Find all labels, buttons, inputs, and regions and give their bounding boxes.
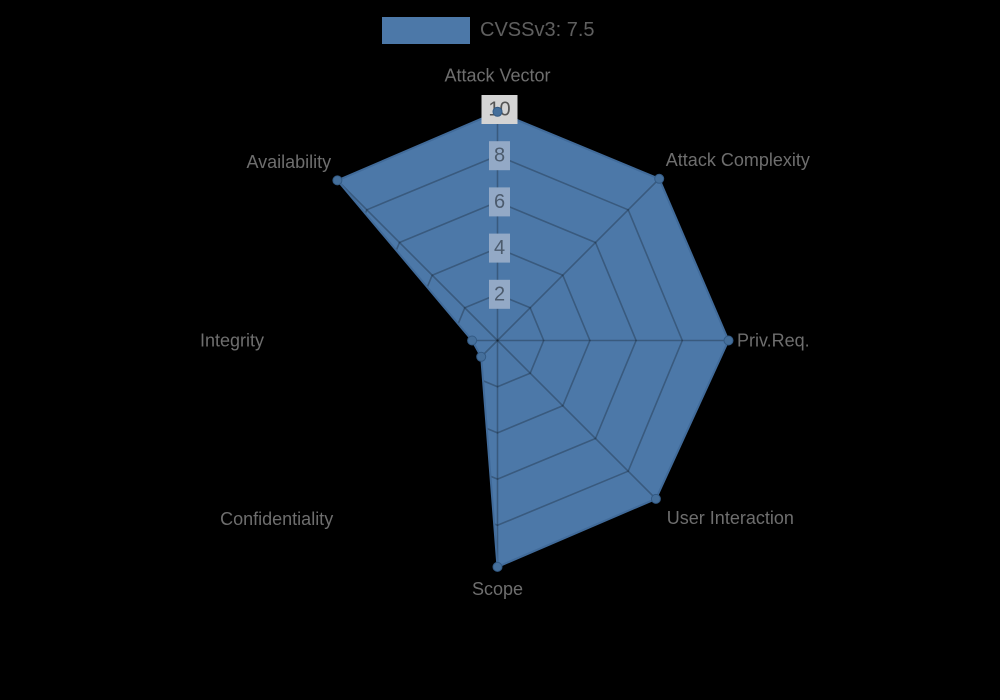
marker-priv-req	[723, 335, 734, 346]
tick-backdrop-4	[489, 233, 510, 263]
marker-attack-vector	[492, 106, 503, 117]
tick-label-2: 2	[494, 283, 505, 305]
angle-line-confidentiality	[337, 339, 499, 505]
series-polygon-cvssv3-7-5	[337, 111, 729, 567]
tick-backdrop-6	[489, 187, 510, 217]
grid-ring-2	[450, 293, 545, 388]
axis-label-integrity: Integrity	[200, 331, 264, 351]
tick-backdrop-2	[489, 279, 510, 309]
marker-availability	[332, 175, 343, 186]
axis-label-priv-req: Priv.Req.	[737, 331, 810, 351]
marker-integrity	[467, 335, 478, 346]
marker-confidentiality	[476, 351, 487, 362]
legend-swatch	[382, 17, 470, 44]
tick-backdrop-8	[489, 141, 510, 171]
legend-label: CVSSv3: 7.5	[480, 19, 595, 41]
marker-scope	[492, 561, 503, 572]
axis-label-attack-complexity: Attack Complexity	[666, 150, 810, 170]
angle-line-attack-complexity	[496, 176, 662, 342]
axis-label-confidentiality: Confidentiality	[220, 509, 333, 529]
marker-user-interaction	[650, 493, 661, 504]
angle-line-availability	[337, 176, 499, 342]
axis-label-availability: Availability	[246, 152, 331, 172]
tick-label-8: 8	[494, 145, 505, 167]
axis-label-scope: Scope	[472, 579, 523, 599]
tick-label-6: 6	[494, 191, 505, 213]
legend-item[interactable]: CVSSv3: 7.5	[382, 17, 595, 44]
axis-label-attack-vector: Attack Vector	[444, 66, 550, 86]
marker-attack-complexity	[654, 173, 665, 184]
angle-line-user-interaction	[496, 339, 662, 505]
axis-label-user-interaction: User Interaction	[667, 508, 794, 528]
tick-label-4: 4	[494, 237, 505, 259]
